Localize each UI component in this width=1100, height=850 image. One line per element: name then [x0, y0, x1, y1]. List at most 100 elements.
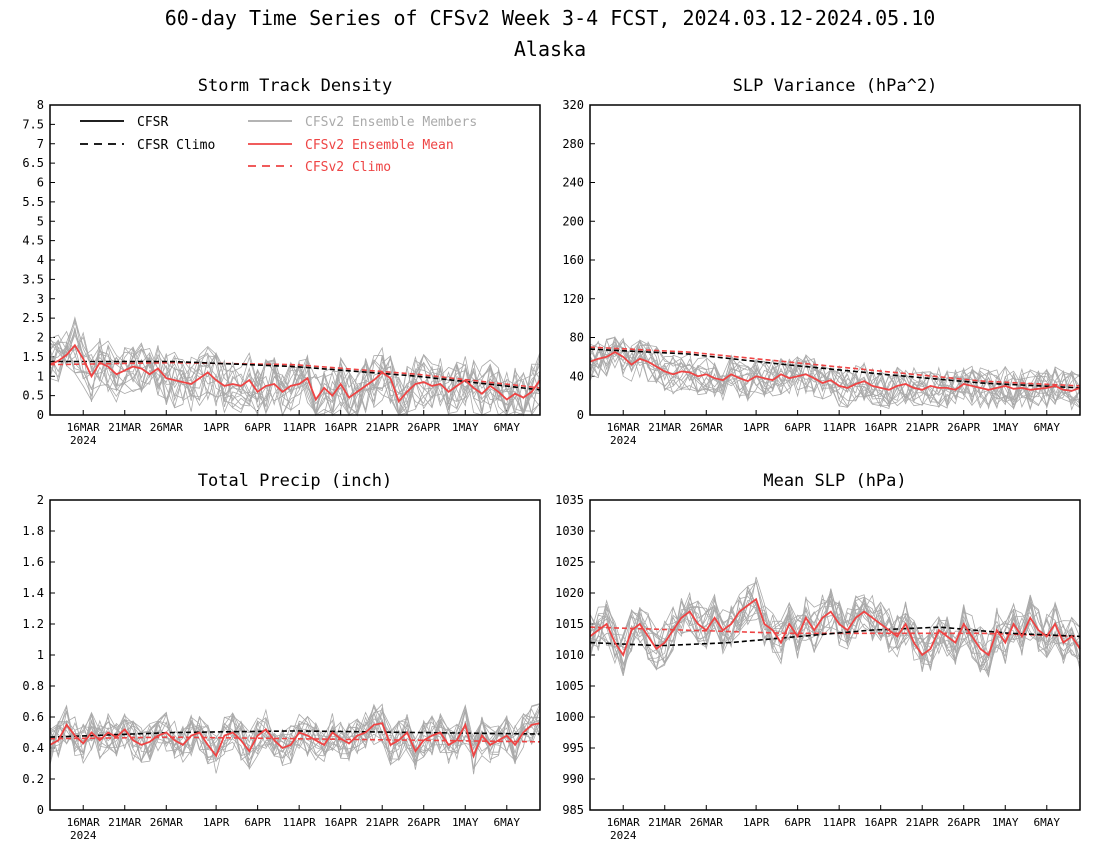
y-tick-label: 0.6 — [22, 710, 44, 724]
x-tick-label: 16APR — [864, 421, 897, 434]
x-year-label: 2024 — [70, 829, 97, 842]
y-tick-label: 1010 — [555, 648, 584, 662]
y-tick-label: 2.5 — [22, 311, 44, 325]
x-tick-label: 16MAR — [607, 816, 640, 829]
x-tick-label: 21MAR — [108, 421, 141, 434]
x-tick-label: 6APR — [784, 421, 811, 434]
x-tick-label: 16MAR — [67, 816, 100, 829]
y-tick-label: 6.5 — [22, 156, 44, 170]
y-tick-label: 2 — [37, 493, 44, 507]
x-tick-label: 16MAR — [607, 421, 640, 434]
y-tick-label: 0 — [37, 803, 44, 817]
x-tick-label: 6APR — [784, 816, 811, 829]
y-tick-label: 280 — [562, 137, 584, 151]
y-tick-label: 1.8 — [22, 524, 44, 538]
x-tick-label: 1MAY — [452, 816, 479, 829]
legend-label: CFSv2 Ensemble Mean — [305, 138, 454, 153]
x-tick-label: 21MAR — [648, 816, 681, 829]
ensemble-member-line — [49, 330, 541, 416]
x-year-label: 2024 — [70, 434, 97, 447]
panel-title: Mean SLP (hPa) — [763, 471, 906, 491]
x-tick-label: 6APR — [244, 421, 271, 434]
x-year-label: 2024 — [610, 829, 637, 842]
x-tick-label: 1MAY — [992, 421, 1019, 434]
x-tick-label: 11APR — [823, 816, 856, 829]
y-tick-label: 1.5 — [22, 350, 44, 364]
x-tick-label: 6MAY — [1034, 816, 1061, 829]
x-tick-label: 26MAR — [690, 816, 723, 829]
ensemble-member-line — [589, 591, 1081, 674]
x-tick-label: 21MAR — [108, 816, 141, 829]
x-tick-label: 26MAR — [150, 421, 183, 434]
y-tick-label: 1 — [37, 648, 44, 662]
y-tick-label: 120 — [562, 292, 584, 306]
y-tick-label: 2 — [37, 331, 44, 345]
x-tick-label: 1MAY — [452, 421, 479, 434]
plot-frame — [49, 499, 541, 811]
ensemble-member-line — [49, 341, 541, 416]
y-tick-label: 240 — [562, 176, 584, 190]
y-tick-label: 1030 — [555, 524, 584, 538]
chart-panel-1: Storm Track Density 0 0.5 1 1.5 2 2.5 3 3.5 4 4.5 5… — [22, 76, 541, 447]
x-tick-label: 16APR — [324, 421, 357, 434]
x-tick-label: 21MAR — [648, 421, 681, 434]
y-tick-label: 0 — [577, 408, 584, 422]
x-tick-label: 6MAY — [1034, 421, 1061, 434]
y-tick-label: 5.5 — [22, 195, 44, 209]
y-tick-label: 5 — [37, 214, 44, 228]
ensemble-member-line — [49, 705, 541, 764]
y-tick-label: 1035 — [555, 493, 584, 507]
y-tick-label: 0.8 — [22, 679, 44, 693]
plot-frame — [589, 104, 1081, 416]
chart-panel-2: SLP Variance (hPa^2) 0 40 80 120 160 200 240 280… — [562, 76, 1081, 447]
figure-title: 60-day Time Series of CFSv2 Week 3-4 FCS… — [165, 6, 936, 30]
ensemble-member-line — [589, 339, 1081, 409]
y-tick-label: 3.5 — [22, 272, 44, 286]
x-tick-label: 1MAY — [992, 816, 1019, 829]
x-tick-label: 26APR — [407, 816, 440, 829]
ensemble-member-line — [49, 711, 541, 770]
ensemble-member-line — [49, 321, 541, 416]
x-tick-label: 16MAR — [67, 421, 100, 434]
ensemble-member-line — [49, 328, 541, 417]
panel-title: SLP Variance (hPa^2) — [733, 76, 938, 96]
cfsr-climo-line — [49, 730, 541, 738]
ensemble-member-line — [49, 318, 541, 417]
y-tick-label: 1015 — [555, 617, 584, 631]
y-tick-label: 1005 — [555, 679, 584, 693]
y-tick-label: 0 — [37, 408, 44, 422]
x-year-label: 2024 — [610, 434, 637, 447]
x-tick-label: 11APR — [283, 816, 316, 829]
ensemble-mean-line — [49, 722, 541, 759]
y-tick-label: 80 — [570, 331, 584, 345]
cfsr-climo-line — [50, 360, 541, 391]
ensemble-member-line — [49, 339, 541, 417]
y-tick-label: 995 — [562, 741, 584, 755]
cfsr-climo-line — [589, 348, 1081, 389]
cfsv2-climo-line — [49, 361, 541, 389]
plot-frame — [589, 499, 1081, 811]
chart-panel-3: Total Precip (inch) 0 0.2 0.4 0.6 0.8 1 1.2 1.4 1… — [22, 471, 541, 842]
y-tick-label: 1.4 — [22, 586, 44, 600]
x-tick-label: 21APR — [906, 816, 939, 829]
figure-subtitle: Alaska — [514, 37, 586, 61]
y-tick-label: 1.2 — [22, 617, 44, 631]
y-tick-label: 160 — [562, 253, 584, 267]
ensemble-member-line — [589, 335, 1081, 405]
y-tick-label: 1000 — [555, 710, 584, 724]
x-tick-label: 1APR — [203, 421, 230, 434]
chart-panel-4: Mean SLP (hPa) 985 990 995 1000 1005 1010 1015 1… — [555, 471, 1081, 842]
x-tick-label: 21APR — [366, 421, 399, 434]
y-tick-label: 40 — [570, 369, 584, 383]
y-tick-label: 320 — [562, 98, 584, 112]
y-tick-label: 0.4 — [22, 741, 44, 755]
y-tick-label: 7.5 — [22, 117, 44, 131]
cfsv2-climo-line — [589, 346, 1081, 387]
x-tick-label: 26MAR — [150, 816, 183, 829]
legend-label: CFSv2 Ensemble Members — [305, 115, 477, 130]
panels: Storm Track Density 0 0.5 1 1.5 2 2.5 3 3.5 4 4.5 5… — [22, 76, 1081, 842]
y-tick-label: 990 — [562, 772, 584, 786]
y-tick-label: 1.6 — [22, 555, 44, 569]
x-tick-label: 26MAR — [690, 421, 723, 434]
